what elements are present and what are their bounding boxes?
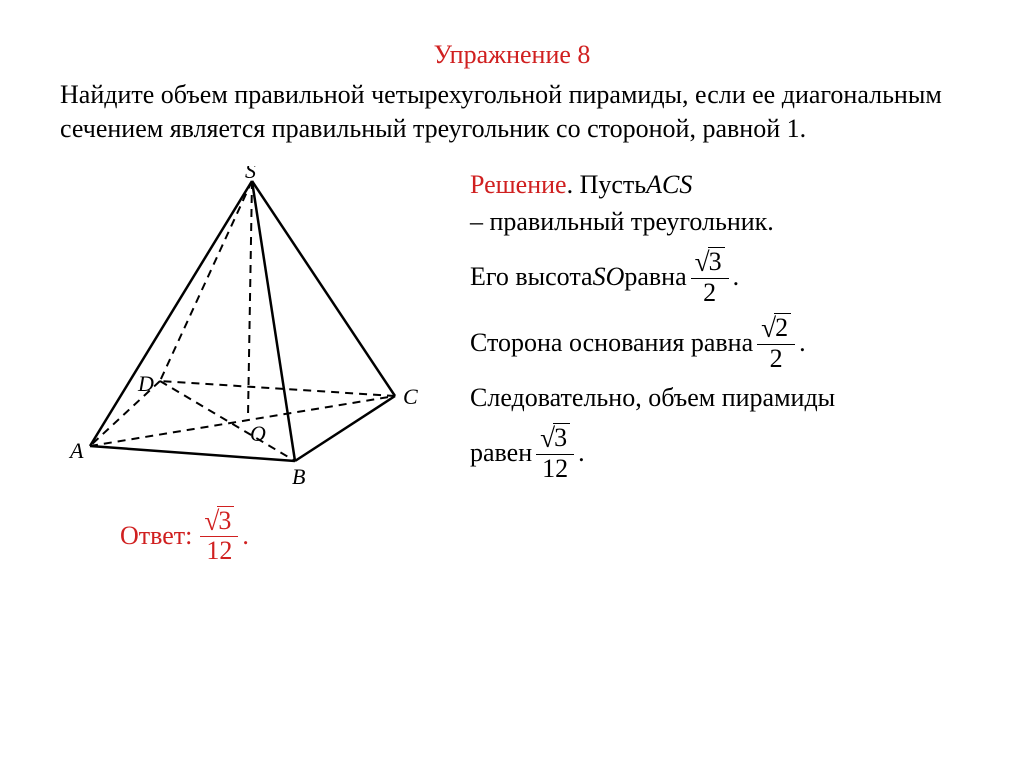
solution-column: Решение. Пусть ACS – правильный треуголь… <box>470 166 964 566</box>
side-num: 2 <box>774 313 791 343</box>
sol1b: ACS <box>646 166 692 204</box>
answer-period: . <box>242 521 249 551</box>
solution-line-5: равен √3 12 . <box>470 423 964 483</box>
sol5a: равен <box>470 434 532 472</box>
p2: . <box>733 258 740 296</box>
solution-line-1: Решение. Пусть ACS – правильный треуголь… <box>470 166 964 241</box>
height-fraction: √3 2 <box>691 247 729 307</box>
label-D: D <box>137 371 154 396</box>
solution-label: Решение <box>470 166 567 204</box>
content-area: A B C D S O Ответ: √3 12 . Решение. Пуст… <box>60 166 964 566</box>
sol3a: Сторона основания равна <box>470 324 753 362</box>
solution-line-2: Его высота SO равна √3 2 . <box>470 247 964 307</box>
volume-fraction: √3 12 <box>536 423 574 483</box>
vol-den: 12 <box>538 455 572 484</box>
label-C: C <box>403 384 418 409</box>
sol2c: равна <box>624 258 686 296</box>
p5: . <box>578 434 585 472</box>
side-fraction: √2 2 <box>757 313 795 373</box>
height-num: 3 <box>708 247 725 277</box>
label-B: B <box>292 464 305 489</box>
solution-line-4: Следовательно, объем пирамиды <box>470 379 964 417</box>
pyramid-diagram: A B C D S O <box>60 166 430 496</box>
answer-block: Ответ: √3 12 . <box>120 506 440 566</box>
label-S: S <box>245 166 256 183</box>
answer-fraction: √3 12 <box>200 506 238 566</box>
sol2b: SO <box>593 258 625 296</box>
solution-line-3: Сторона основания равна √2 2 . <box>470 313 964 373</box>
problem-statement: Найдите объем правильной четырехугольной… <box>60 78 964 146</box>
sol4: Следовательно, объем пирамиды <box>470 379 835 417</box>
exercise-title: Упражнение 8 <box>60 40 964 70</box>
label-O: O <box>250 421 266 446</box>
answer-label: Ответ: <box>120 521 192 551</box>
answer-num-rad: 3 <box>217 506 234 536</box>
p3: . <box>799 324 806 362</box>
vol-num: 3 <box>553 423 570 453</box>
label-A: A <box>68 438 84 463</box>
height-den: 2 <box>699 279 720 308</box>
diagram-column: A B C D S O Ответ: √3 12 . <box>60 166 440 566</box>
sol1a: . Пусть <box>567 166 647 204</box>
answer-den: 12 <box>202 537 236 566</box>
sol2a: Его высота <box>470 258 593 296</box>
sol1c: – правильный треугольник. <box>470 203 774 241</box>
side-den: 2 <box>766 345 787 374</box>
